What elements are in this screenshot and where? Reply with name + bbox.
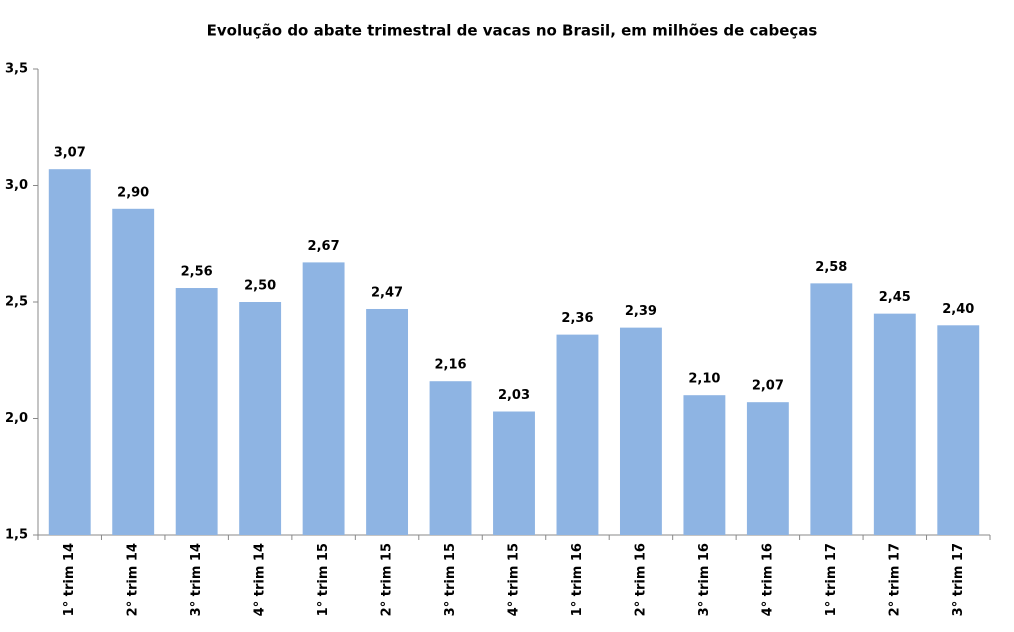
data-label: 2,16 xyxy=(434,358,466,373)
x-tick-label: 3° trim 16 xyxy=(697,543,712,616)
bar xyxy=(873,313,916,535)
bar xyxy=(493,411,535,535)
data-label: 2,40 xyxy=(942,302,974,317)
x-tick-label: 4° trim 14 xyxy=(253,543,268,616)
x-tick-label: 3° trim 17 xyxy=(951,543,966,616)
y-tick-label: 2,5 xyxy=(5,295,28,310)
data-label: 2,56 xyxy=(181,265,213,280)
data-label: 2,07 xyxy=(752,379,784,394)
bar xyxy=(302,262,345,535)
data-label: 3,07 xyxy=(54,146,86,161)
data-label: 2,39 xyxy=(625,304,657,319)
bar xyxy=(556,334,599,535)
x-tick-label: 2° trim 16 xyxy=(633,543,648,616)
bar xyxy=(810,283,853,535)
data-label: 2,67 xyxy=(308,239,340,254)
bar xyxy=(239,302,282,535)
bar xyxy=(683,395,726,535)
x-tick-label: 1° trim 15 xyxy=(316,543,331,616)
y-tick-label: 3,5 xyxy=(5,62,28,77)
x-tick-label: 2° trim 17 xyxy=(887,543,902,616)
y-tick-label: 2,0 xyxy=(5,411,28,426)
data-label: 2,47 xyxy=(371,285,403,300)
bar xyxy=(175,288,218,535)
data-label: 2,03 xyxy=(498,388,530,403)
bar xyxy=(429,381,472,535)
x-tick-label: 1° trim 17 xyxy=(824,543,839,616)
bar xyxy=(366,308,409,535)
x-tick-label: 1° trim 16 xyxy=(570,543,585,616)
data-label: 2,58 xyxy=(815,260,847,275)
data-label: 2,10 xyxy=(688,372,720,387)
x-tick-label: 4° trim 15 xyxy=(507,543,522,616)
bar xyxy=(746,402,789,535)
y-tick-label: 3,0 xyxy=(5,178,28,193)
data-label: 2,45 xyxy=(879,290,911,305)
x-tick-label: 1° trim 14 xyxy=(62,543,77,616)
data-label: 2,36 xyxy=(561,311,593,326)
bar xyxy=(937,325,980,535)
x-tick-label: 3° trim 14 xyxy=(189,543,204,616)
x-tick-label: 2° trim 15 xyxy=(380,543,395,616)
bar xyxy=(112,208,155,536)
x-tick-label: 4° trim 16 xyxy=(760,543,775,616)
y-tick-label: 1,5 xyxy=(5,528,28,543)
data-label: 2,50 xyxy=(244,279,276,294)
x-tick-label: 2° trim 14 xyxy=(126,543,141,616)
data-label: 2,90 xyxy=(117,185,149,200)
chart-title: Evolução do abate trimestral de vacas no… xyxy=(207,22,818,40)
bar xyxy=(48,169,91,535)
bar xyxy=(619,327,662,535)
x-tick-label: 3° trim 15 xyxy=(443,543,458,616)
